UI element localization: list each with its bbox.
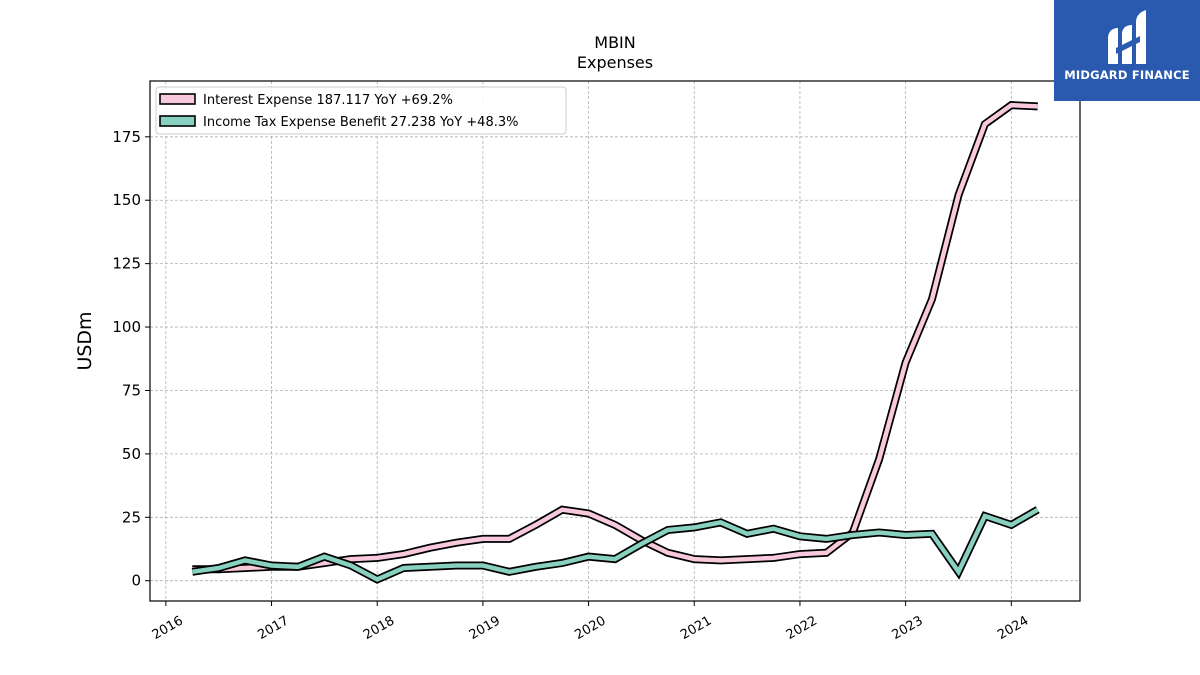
legend-label-interest-expense: Interest Expense 187.117 YoY +69.2%	[203, 93, 453, 108]
logo-mark-icon	[1108, 10, 1146, 64]
y-axis-label: USDm	[74, 311, 96, 370]
x-tick-label: 2017	[255, 613, 291, 643]
y-tick-label: 175	[112, 128, 141, 146]
x-tick-label: 2021	[678, 613, 714, 643]
series-lines	[191, 101, 1040, 584]
y-tick-label: 150	[112, 191, 141, 209]
x-tick-label: 2016	[150, 613, 186, 643]
series-line-interest-expense	[192, 102, 1038, 572]
y-tick-label: 125	[112, 255, 141, 273]
series-outline-interest-expense	[192, 101, 1038, 574]
legend-swatch-interest-expense	[159, 93, 196, 105]
logo-text: MIDGARD FINANCE	[1064, 68, 1190, 82]
x-tick-label: 2018	[361, 613, 397, 643]
x-axis-ticks: 2016 2017 2018 2019 2020 2021 2022 2023 2024	[150, 601, 1031, 643]
x-tick-label: 2020	[572, 613, 608, 643]
series-outline-income-tax-expense-benefit	[191, 506, 1040, 584]
legend-label-income-tax: Income Tax Expense Benefit 27.238 YoY +4…	[203, 115, 518, 130]
x-tick-label: 2023	[889, 613, 925, 643]
x-tick-label: 2022	[784, 613, 820, 643]
brand-logo: MIDGARD FINANCE	[1054, 0, 1200, 101]
y-tick-label: 50	[122, 445, 141, 463]
y-tick-label: 0	[131, 572, 141, 590]
y-tick-label: 100	[112, 318, 141, 336]
chart-title: MBIN	[594, 33, 635, 52]
plot-frame	[149, 80, 1081, 602]
grid-lines	[150, 81, 1080, 601]
x-tick-label: 2024	[995, 613, 1031, 643]
series-line-income-tax-expense-benefit	[191, 507, 1039, 582]
x-tick-label: 2019	[467, 613, 503, 643]
legend-box	[155, 86, 567, 135]
y-axis-ticks: 0 25 50 75 100 125 150 175	[112, 128, 150, 590]
chart-subtitle: Expenses	[577, 53, 653, 72]
y-tick-label: 75	[122, 381, 141, 399]
legend: Interest Expense 187.117 YoY +69.2% Inco…	[155, 86, 567, 135]
legend-swatch-income-tax	[159, 115, 196, 127]
y-tick-label: 25	[122, 508, 141, 526]
